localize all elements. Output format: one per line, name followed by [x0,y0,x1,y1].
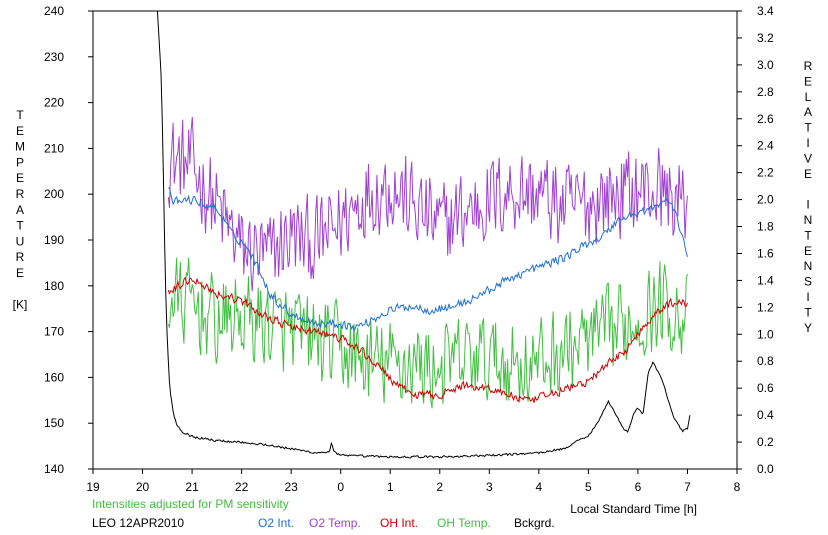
y-right-label-letter: E [804,74,812,88]
y-left-tick-label: 140 [44,462,64,476]
y-right-tick-label: 0.2 [757,435,774,449]
y-right-label-letter: E [804,167,812,181]
y-right-tick-label: 0.0 [757,462,774,476]
y-right-tick-label: 2.6 [757,112,774,126]
series-line-oh-int [167,276,688,403]
y-right-label-letter: T [804,228,812,242]
y-left-tick-label: 220 [44,96,64,110]
y-left-tick-label: 170 [44,325,64,339]
y-right-label-letter: I [806,136,809,150]
y-right-label-letter: S [804,275,812,289]
y-left-label-letter: [K] [13,298,28,312]
x-axis-label: Local Standard Time [h] [570,502,697,516]
y-right-tick-label: 2.4 [757,139,774,153]
y-right-label-letter: I [806,290,809,304]
y-right-label-letter: I [806,198,809,212]
y-right-tick-label: 1.4 [757,273,774,287]
y-left-label-letter: A [16,203,24,217]
y-left-label-letter: E [16,266,24,280]
series-layer [156,10,691,459]
y-left-tick-label: 160 [44,370,64,384]
x-tick-label: 1 [387,480,394,494]
y-right-label-letter: T [804,121,812,135]
y-right-label-letter: A [804,105,812,119]
y-right-tick-label: 1.6 [757,246,774,260]
y-right-tick-label: 1.2 [757,300,774,314]
x-tick-label: 4 [536,480,543,494]
x-tick-label: 3 [486,480,493,494]
y-right-label-letter: E [804,244,812,258]
y-right-tick-label: 1.0 [757,327,774,341]
x-tick-label: 0 [337,480,344,494]
y-right-tick-label: 2.8 [757,85,774,99]
y-left-label-letter: E [16,124,24,138]
y-left-label-letter: M [15,140,25,154]
y-left-label-letter: T [16,219,24,233]
y-left-tick-label: 180 [44,279,64,293]
y-right-tick-label: 0.8 [757,354,774,368]
legend-item: O2 Temp. [309,516,361,530]
x-tick-label: 5 [585,480,592,494]
x-tick-label: 23 [284,480,298,494]
x-tick-label: 21 [185,480,199,494]
y-left-label-letter: U [16,234,25,248]
legend: O2 Int. O2 Temp. OH Int. OH Temp. Bckgrd. [258,516,555,530]
y-right-tick-label: 2.0 [757,193,774,207]
y-left-label-letter: E [16,171,24,185]
legend-item: Bckgrd. [514,516,555,530]
plot-frame [92,10,738,470]
y-left-tick-label: 240 [44,4,64,18]
y-right-label-letter: V [804,151,812,165]
y-left-label-letter: T [16,108,24,122]
x-tick-label: 19 [86,480,100,494]
y-right-label-letter: L [805,90,812,104]
y-left-tick-label: 150 [44,416,64,430]
y-right-label-letter: T [804,305,812,319]
y-right-tick-label: 3.0 [757,58,774,72]
y-left-label-letter: R [16,250,25,264]
y-right-label-letter: Y [804,321,812,335]
legend-item: O2 Int. [258,516,294,530]
site-date-text: LEO 12APR2010 [92,516,184,530]
x-tick-label: 6 [635,480,642,494]
y-right-tick-label: 0.4 [757,408,774,422]
series-line-oh-temp [167,257,688,409]
y-right-tick-label: 3.2 [757,31,774,45]
x-tick-label: 20 [136,480,150,494]
y-left-tick-label: 210 [44,141,64,155]
y-left-tick-label: 190 [44,233,64,247]
x-tick-label: 2 [436,480,443,494]
ticks-layer: 19 20 21 22 23 0 1 2 3 4 5 6 7 8140150160170180190200… [44,4,774,494]
y-right-tick-label: 0.6 [757,381,774,395]
y-right-tick-label: 1.8 [757,220,774,234]
y-right-label-letter: N [804,213,813,227]
note-text: Intensities adjusted for PM sensitivity [92,497,289,511]
legend-item: OH Int. [380,516,418,530]
y-left-label-letter: R [16,187,25,201]
series-line-bckgrd [156,10,691,459]
series-line-o2-temp [167,116,688,292]
y-right-tick-label: 2.2 [757,166,774,180]
series-line-o2-int [168,187,688,333]
legend-item: OH Temp. [437,516,491,530]
y-right-label-letter: R [804,59,813,73]
x-tick-label: 22 [235,480,249,494]
x-tick-label: 8 [734,480,741,494]
x-tick-label: 7 [684,480,691,494]
y-right-label-letter: N [804,259,813,273]
y-right-tick-label: 3.4 [757,4,774,18]
y-left-tick-label: 200 [44,187,64,201]
y-left-tick-label: 230 [44,50,64,64]
y-left-label-letter: P [16,155,24,169]
